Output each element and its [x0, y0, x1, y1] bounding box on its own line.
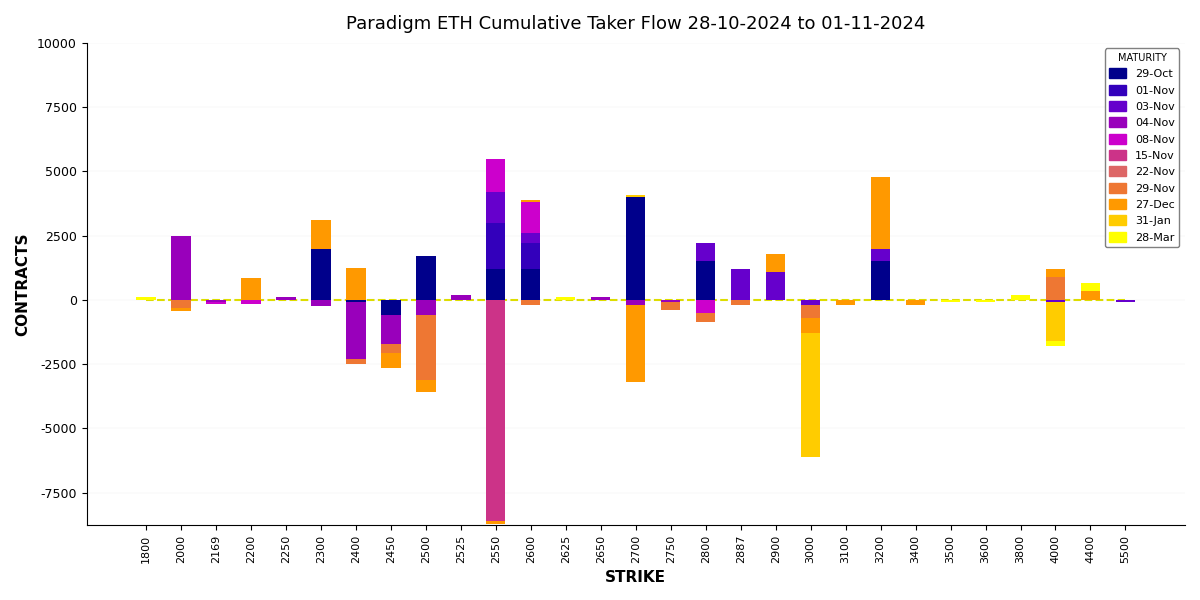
Bar: [731, 300, 750, 305]
Bar: [206, 302, 226, 304]
Bar: [347, 268, 366, 300]
Legend: 29-Oct, 01-Nov, 03-Nov, 04-Nov, 08-Nov, 15-Nov, 22-Nov, 29-Nov, 27-Dec, 31-Jan, : 29-Oct, 01-Nov, 03-Nov, 04-Nov, 08-Nov, …: [1105, 49, 1180, 247]
Bar: [731, 269, 750, 300]
Bar: [906, 300, 925, 305]
Bar: [521, 200, 540, 202]
Bar: [592, 298, 611, 300]
Bar: [486, 521, 505, 524]
Bar: [172, 308, 191, 311]
Bar: [521, 244, 540, 269]
Bar: [347, 359, 366, 364]
Bar: [802, 334, 821, 457]
Bar: [696, 300, 715, 313]
Bar: [311, 300, 330, 307]
Bar: [1046, 277, 1066, 300]
Bar: [276, 298, 295, 300]
Bar: [241, 300, 260, 304]
Bar: [521, 300, 540, 305]
Bar: [241, 278, 260, 300]
Bar: [521, 233, 540, 244]
Bar: [382, 353, 401, 368]
Bar: [382, 316, 401, 344]
Bar: [416, 380, 436, 392]
Bar: [311, 220, 330, 248]
Bar: [1046, 300, 1066, 302]
Bar: [1046, 341, 1066, 346]
Bar: [521, 202, 540, 233]
Bar: [486, 158, 505, 192]
Bar: [766, 272, 785, 300]
Bar: [941, 300, 960, 302]
Bar: [137, 298, 156, 300]
Bar: [871, 176, 890, 248]
Bar: [1010, 295, 1030, 300]
Bar: [206, 300, 226, 302]
Bar: [1081, 291, 1100, 300]
Bar: [661, 300, 680, 302]
Bar: [416, 316, 436, 380]
Bar: [626, 197, 646, 300]
Y-axis label: CONTRACTS: CONTRACTS: [14, 232, 30, 335]
Bar: [802, 300, 821, 305]
Bar: [626, 300, 646, 305]
Bar: [486, 300, 505, 521]
Bar: [347, 300, 366, 302]
Bar: [836, 300, 856, 305]
Bar: [521, 269, 540, 300]
Bar: [486, 269, 505, 300]
Bar: [696, 313, 715, 322]
Bar: [416, 256, 436, 300]
Bar: [382, 344, 401, 353]
X-axis label: STRIKE: STRIKE: [605, 570, 666, 585]
Bar: [1046, 269, 1066, 277]
Bar: [1116, 300, 1135, 302]
Bar: [871, 248, 890, 262]
Bar: [486, 223, 505, 269]
Bar: [382, 300, 401, 316]
Bar: [696, 244, 715, 262]
Bar: [696, 262, 715, 300]
Bar: [871, 262, 890, 300]
Bar: [451, 295, 470, 300]
Bar: [347, 302, 366, 359]
Bar: [1046, 302, 1066, 341]
Bar: [486, 192, 505, 223]
Bar: [976, 300, 995, 302]
Bar: [1081, 283, 1100, 291]
Bar: [766, 254, 785, 272]
Bar: [802, 305, 821, 318]
Bar: [416, 300, 436, 316]
Bar: [626, 305, 646, 382]
Bar: [311, 248, 330, 300]
Bar: [172, 300, 191, 308]
Bar: [802, 318, 821, 334]
Bar: [661, 302, 680, 310]
Title: Paradigm ETH Cumulative Taker Flow 28-10-2024 to 01-11-2024: Paradigm ETH Cumulative Taker Flow 28-10…: [346, 15, 925, 33]
Bar: [626, 194, 646, 197]
Bar: [556, 298, 576, 300]
Bar: [172, 236, 191, 300]
